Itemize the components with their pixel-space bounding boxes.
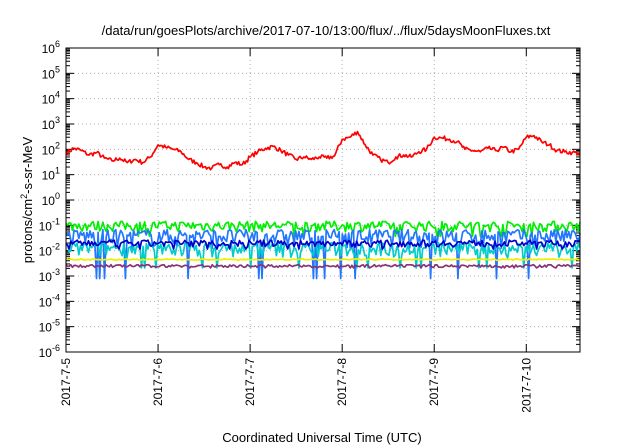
x-tick-label: 2017-7-7 [243,358,257,406]
y-tick-label: 105 [42,64,60,81]
grid [66,48,580,352]
y-tick-label: 10-5 [39,318,60,335]
y-tick-label: 10-4 [39,292,60,309]
y-tick-label: 102 [42,140,60,157]
series-line-4 [65,239,581,250]
y-axis-label-rest: -s-sr-MeV [20,136,35,193]
series-line-5 [66,258,581,262]
y-axis-label: protons/cm2-s-sr-MeV [19,136,35,263]
y-tick-label: 100 [42,191,60,208]
y-tick-label: 104 [42,90,60,107]
axis-ticks [65,47,580,353]
series-line-2 [65,228,581,280]
series-line-1 [65,220,581,238]
y-tick-label: 10-1 [39,216,60,233]
y-tick-label: 103 [42,115,60,132]
y-tick-label: 10-2 [39,242,60,259]
x-tick-label: 2017-7-5 [59,358,73,406]
x-tick-label: 2017-7-9 [427,358,441,406]
x-axis-label: Coordinated Universal Time (UTC) [222,430,421,445]
chart-title: /data/run/goesPlots/archive/2017-07-10/1… [102,23,551,38]
series-line-6 [65,263,581,269]
y-tick-label: 106 [42,39,60,56]
series-layer [65,130,581,280]
y-tick-label: 10-6 [39,343,60,360]
plot-frame [65,47,581,353]
y-axis-label-sup: 2 [19,194,29,199]
x-tick-labels: 2017-7-5 2017-7-6 2017-7-7 2017-7-8 2017-7-9… [59,358,533,413]
y-tick-labels: 10-6 10-5 10-4 10-3 10-2 10-1 100 101 102 103 104 1… [39,39,60,360]
x-tick-label: 2017-7-6 [151,358,165,406]
y-tick-label: 101 [42,166,60,183]
x-tick-label: 2017-7-8 [335,358,349,406]
y-axis-label-base: protons/cm [20,199,35,263]
y-tick-label: 10-3 [39,267,60,284]
x-tick-label: 2017-7-10 [519,358,533,413]
series-line-0 [65,130,581,171]
